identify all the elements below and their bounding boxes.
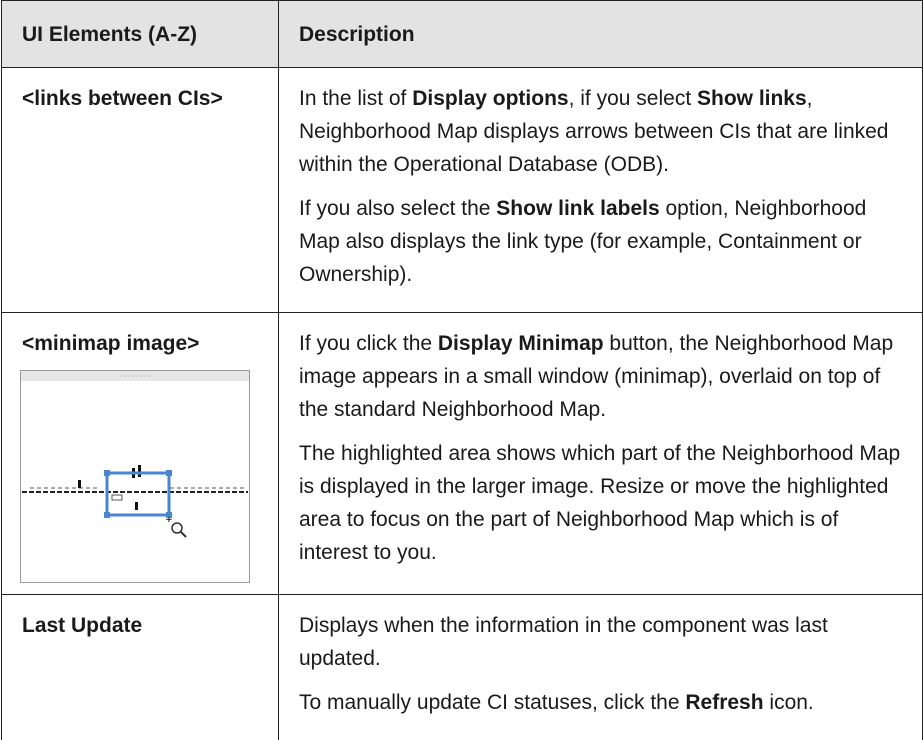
element-cell: <links between CIs> — [2, 68, 279, 313]
description-paragraph: If you also select the Show link labels … — [299, 192, 908, 291]
text: Displays when the information in the com… — [299, 614, 828, 670]
element-name: <links between CIs> — [22, 82, 264, 115]
element-cell: <minimap image> + — [2, 313, 279, 595]
bold-text: Refresh — [685, 691, 763, 714]
table-row: Last Update Displays when the information… — [2, 595, 923, 740]
bold-text: Show link labels — [496, 197, 659, 220]
bold-text: Show links — [697, 87, 807, 110]
text: icon. — [764, 691, 814, 714]
header-row: UI Elements (A-Z) Description — [2, 1, 923, 68]
description-paragraph: Displays when the information in the com… — [299, 609, 908, 675]
description-cell: In the list of Display options, if you s… — [279, 68, 923, 313]
bold-text: Display Minimap — [438, 332, 604, 355]
text: If you also select the — [299, 197, 496, 220]
description-paragraph: In the list of Display options, if you s… — [299, 82, 908, 181]
text: The highlighted area shows which part of… — [299, 442, 900, 564]
element-name: Last Update — [22, 609, 264, 642]
table-body: <links between CIs> In the list of Displa… — [2, 68, 923, 740]
description-paragraph: To manually update CI statuses, click th… — [299, 686, 908, 719]
text: To manually update CI statuses, click th… — [299, 691, 685, 714]
column-header: UI Elements (A-Z) — [2, 1, 279, 68]
description-paragraph: If you click the Display Minimap button,… — [299, 327, 908, 426]
element-cell: Last Update — [2, 595, 279, 740]
description-cell: If you click the Display Minimap button,… — [279, 313, 923, 595]
text: If you click the — [299, 332, 438, 355]
description-cell: Displays when the information in the com… — [279, 595, 923, 740]
bold-text: Display options — [412, 87, 568, 110]
table-row: <minimap image> + If you click the Displ… — [2, 313, 923, 595]
column-header: Description — [279, 1, 923, 68]
description-paragraph: The highlighted area shows which part of… — [299, 437, 908, 569]
page: UI Elements (A-Z) Description <links bet… — [0, 0, 923, 706]
table-row: <links between CIs> In the list of Displa… — [2, 68, 923, 313]
svg-text:+: + — [166, 515, 172, 526]
text: In the list of — [299, 87, 412, 110]
minimap-image: + — [20, 370, 250, 584]
text: , if you select — [569, 87, 697, 110]
element-name: <minimap image> — [22, 327, 264, 360]
